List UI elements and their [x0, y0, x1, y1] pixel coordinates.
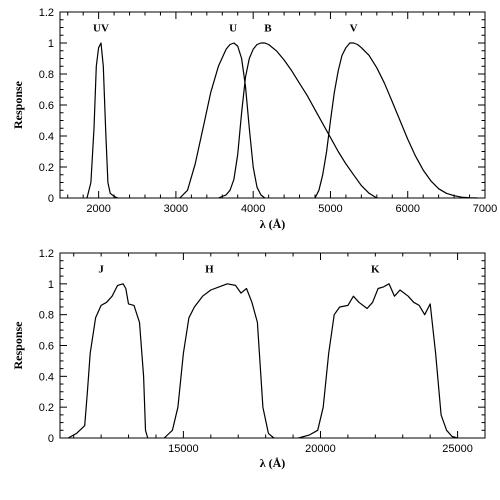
series-label-b: B — [264, 23, 272, 35]
y-tick-label: 1 — [48, 38, 54, 50]
series-line-uv — [86, 42, 119, 199]
y-tick-label: 0.4 — [39, 131, 54, 143]
x-axis-label: λ (Å) — [260, 217, 286, 231]
series-label-j: J — [98, 263, 104, 275]
x-tick-label: 20000 — [305, 443, 336, 455]
y-tick-label: 0 — [48, 433, 54, 445]
series-label-uv: UV — [93, 23, 109, 35]
x-tick-label: 15000 — [168, 443, 199, 455]
y-tick-label: 0.2 — [39, 402, 54, 414]
y-tick-label: 0 — [48, 193, 54, 205]
series-label-h: H — [205, 263, 214, 275]
x-tick-label: 7000 — [473, 203, 497, 215]
x-tick-label: 2000 — [86, 203, 110, 215]
panel-2: 15000 20000 25000 0 0.2 0.4 0.6 0.8 1 1.2 λ (Å) Res… — [11, 248, 486, 470]
y-tick-label: 1.2 — [39, 248, 54, 260]
panel-1: 2000 3000 4000 5000 6000 7000 0 0.2 0.4 0.6 0.8 1 1.… — [11, 7, 497, 231]
x-tick-label: 5000 — [318, 203, 342, 215]
series-line-h — [163, 283, 275, 439]
y-tick-label: 0.8 — [39, 69, 54, 81]
x-tick-label: 25000 — [442, 443, 473, 455]
plot-frame — [59, 11, 486, 199]
series-label-u: U — [229, 23, 237, 35]
y-tick-label: 1 — [48, 279, 54, 291]
y-tick-label: 0.8 — [39, 310, 54, 322]
series-line-u — [179, 42, 266, 199]
y-tick-label: 0.2 — [39, 162, 54, 174]
series-line-j — [67, 283, 149, 439]
plot-frame — [59, 252, 486, 439]
y-tick-label: 0.6 — [39, 341, 54, 353]
y-tick-label: 0.4 — [39, 371, 54, 383]
series-line-b — [218, 42, 378, 199]
x-tick-label: 6000 — [395, 203, 419, 215]
x-tick-label: 4000 — [241, 203, 265, 215]
series-line-v — [314, 42, 478, 199]
x-tick-label: 3000 — [164, 203, 188, 215]
series-line-k — [298, 283, 458, 439]
y-tick-label: 1.2 — [39, 7, 54, 19]
y-axis-label: Response — [11, 321, 25, 370]
y-tick-label: 0.6 — [39, 100, 54, 112]
series-label-k: K — [371, 263, 380, 275]
series-label-v: V — [350, 23, 358, 35]
y-axis-label: Response — [11, 80, 25, 129]
x-axis-label: λ (Å) — [260, 456, 286, 470]
